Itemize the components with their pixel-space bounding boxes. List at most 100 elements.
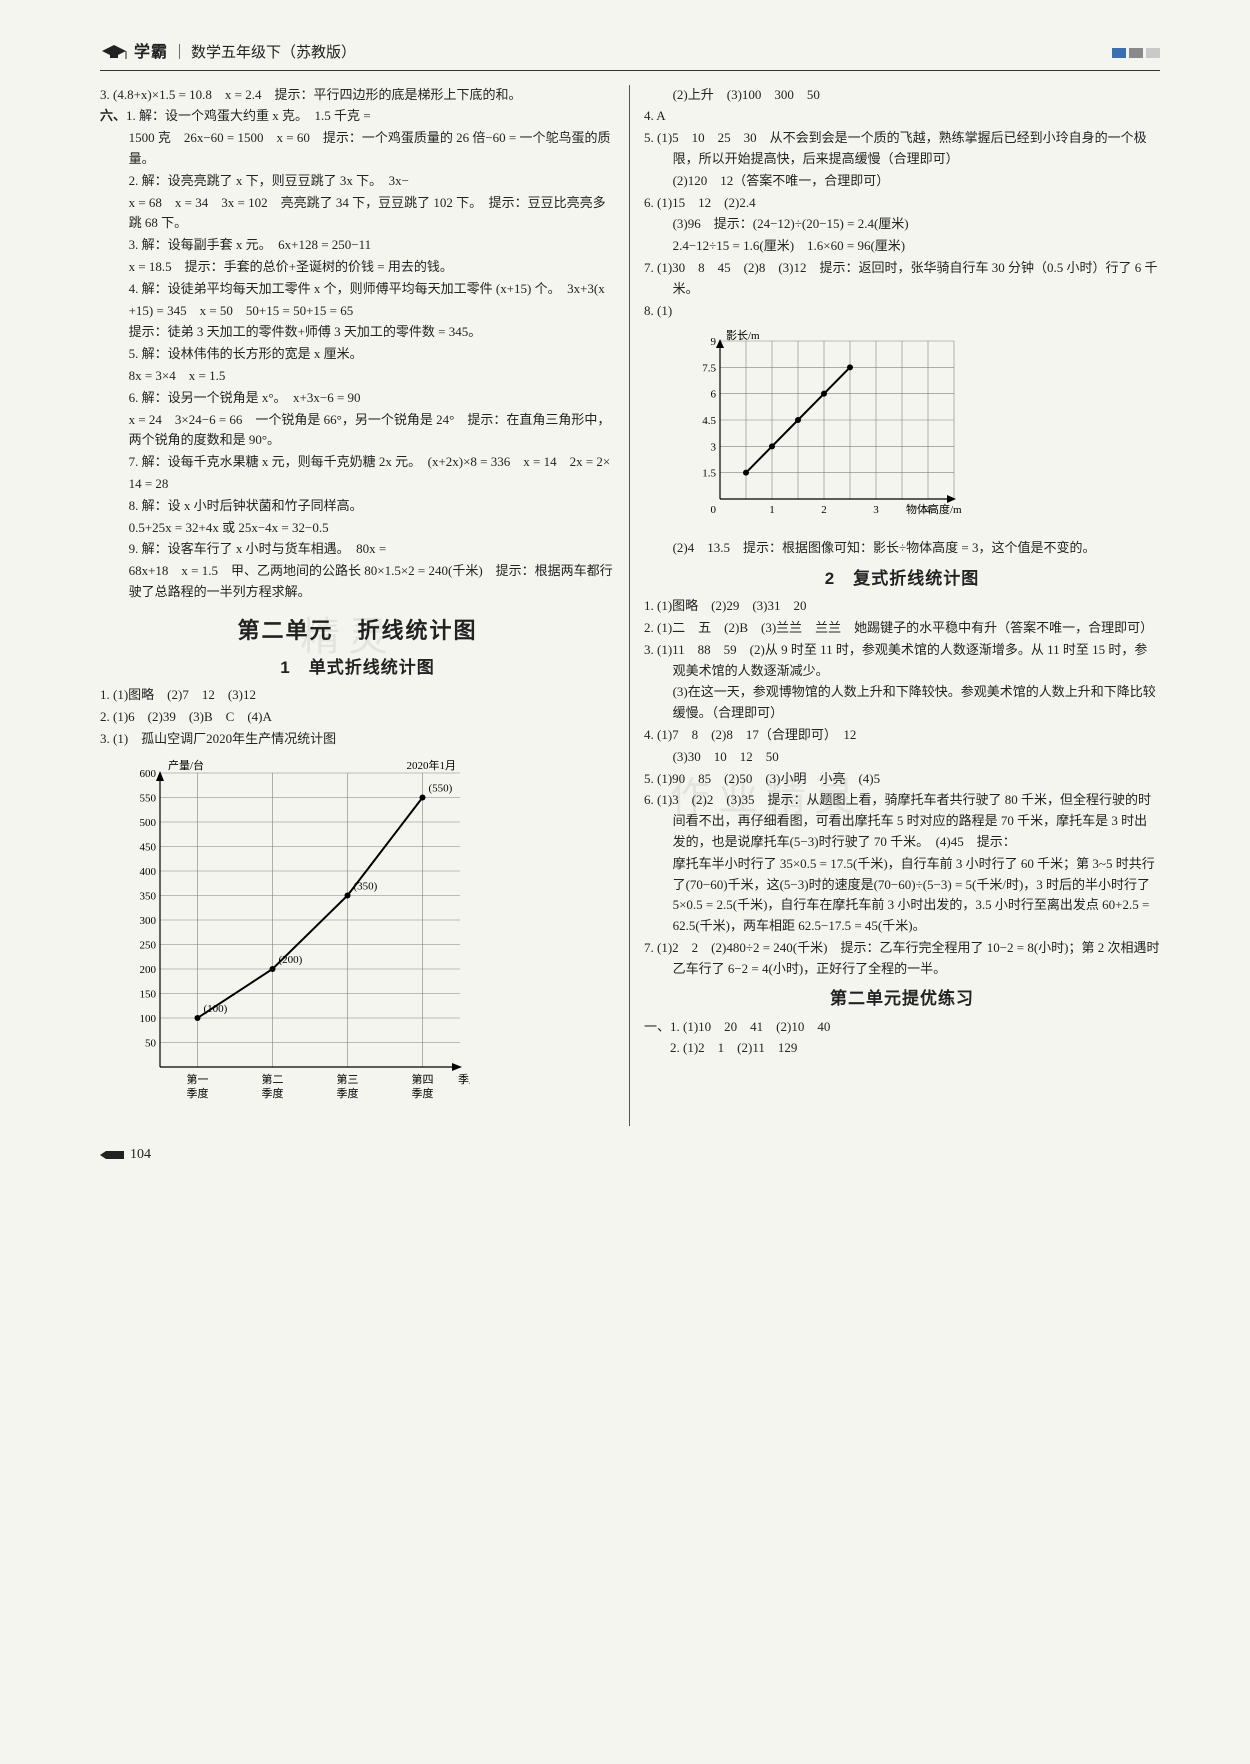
- svg-text:6: 6: [711, 389, 717, 401]
- svg-text:1: 1: [769, 504, 775, 516]
- svg-text:4.5: 4.5: [702, 415, 716, 427]
- svg-text:物体高度/m: 物体高度/m: [906, 502, 962, 516]
- section-title: 1 单式折线统计图: [100, 654, 615, 681]
- text-line: 8. (1): [644, 301, 1160, 322]
- text-line: 6. (1)3 (2)2 (3)35 提示：从题图上看，骑摩托车者共行驶了 80…: [644, 790, 1160, 852]
- text-line: 0.5+25x = 32+4x 或 25x−4x = 32−0.5: [100, 518, 615, 539]
- svg-text:250: 250: [140, 940, 157, 952]
- text-line: 3. (1)11 88 59 (2)从 9 时至 11 时，参观美术馆的人数逐渐…: [644, 640, 1160, 682]
- svg-text:0: 0: [711, 504, 717, 516]
- text-line: 3. (4.8+x)×1.5 = 10.8 x = 2.4 提示：平行四边形的底…: [100, 85, 615, 106]
- page-number: 104: [130, 1144, 151, 1166]
- svg-text:(350): (350): [354, 881, 378, 893]
- svg-text:600: 600: [140, 768, 157, 780]
- text-line: 4. 解：设徒弟平均每天加工零件 x 个，则师傅平均每天加工零件 (x+15) …: [100, 279, 615, 300]
- bar-1: [1112, 48, 1126, 58]
- text-line: x = 24 3×24−6 = 66 一个锐角是 66°，另一个锐角是 24° …: [100, 410, 615, 452]
- svg-text:季度: 季度: [412, 1086, 434, 1100]
- svg-text:季度: 季度: [187, 1086, 209, 1100]
- svg-text:400: 400: [140, 866, 157, 878]
- production-line-chart: 50 100 150 200 250 300 350 400 450 500 550 600 产量/台 2…: [110, 753, 470, 1113]
- right-column: (2)上升 (3)100 300 50 4. A 5. (1)5 10 25 3…: [630, 85, 1160, 1127]
- svg-text:200: 200: [140, 964, 157, 976]
- text-line: (2)4 13.5 提示：根据图像可知：影长÷物体高度 = 3，这个值是不变的。: [644, 538, 1160, 559]
- pencil-icon: [100, 1148, 124, 1162]
- text-line: 9. 解：设客车行了 x 小时与货车相遇。 80x =: [100, 539, 615, 560]
- svg-text:2: 2: [821, 504, 827, 516]
- text-line: 1. (1)图略 (2)7 12 (3)12: [100, 685, 615, 706]
- two-column-layout: 3. (4.8+x)×1.5 = 10.8 x = 2.4 提示：平行四边形的底…: [100, 85, 1160, 1127]
- unit-title: 第二单元 折线统计图: [100, 613, 615, 648]
- svg-text:50: 50: [145, 1038, 157, 1050]
- svg-text:季度: 季度: [337, 1086, 359, 1100]
- svg-text:(200): (200): [279, 954, 303, 966]
- text-line: 2. (1)2 1 (2)11 129: [644, 1038, 1160, 1059]
- svg-text:450: 450: [140, 842, 157, 854]
- text-line: 1500 克 26x−60 = 1500 x = 60 提示：一个鸡蛋质量的 2…: [100, 128, 615, 170]
- svg-text:第一: 第一: [187, 1072, 209, 1086]
- svg-text:350: 350: [140, 891, 157, 903]
- svg-text:7.5: 7.5: [702, 363, 716, 375]
- svg-text:第四: 第四: [412, 1072, 434, 1086]
- text-line: 2. 解：设亮亮跳了 x 下，则豆豆跳了 3x 下。 3x−: [100, 171, 615, 192]
- page-footer: 104: [100, 1144, 1160, 1166]
- text-line: 8. 解：设 x 小时后钟状菌和竹子同样高。: [100, 496, 615, 517]
- text: 8. (1): [644, 303, 672, 318]
- svg-text:3: 3: [873, 504, 879, 516]
- svg-text:第二: 第二: [262, 1072, 284, 1086]
- text-line: 6. (1)15 12 (2)2.4: [644, 193, 1160, 214]
- text: 1. 解：设一个鸡蛋大约重 x 克。 1.5 千克 =: [126, 108, 371, 123]
- text-line: 一、1. (1)10 20 41 (2)10 40: [644, 1017, 1160, 1038]
- left-column: 3. (4.8+x)×1.5 = 10.8 x = 2.4 提示：平行四边形的底…: [100, 85, 630, 1127]
- text-line: 3. (1) 孤山空调厂2020年生产情况统计图: [100, 729, 615, 750]
- text-line: (2)上升 (3)100 300 50: [644, 85, 1160, 106]
- text-line: 2. (1)6 (2)39 (3)B C (4)A: [100, 707, 615, 728]
- svg-text:500: 500: [140, 817, 157, 829]
- brand-text: 学霸: [134, 40, 168, 66]
- svg-text:(100): (100): [204, 1003, 228, 1015]
- svg-text:9: 9: [711, 336, 717, 348]
- svg-text:2020年1月: 2020年1月: [407, 758, 457, 772]
- text-line: 摩托车半小时行了 35×0.5 = 17.5(千米)，自行车前 3 小时行了 6…: [644, 854, 1160, 937]
- svg-text:产量/台: 产量/台: [168, 758, 204, 772]
- svg-text:1.5: 1.5: [702, 468, 716, 480]
- text-line: +15) = 345 x = 50 50+15 = 50+15 = 65: [100, 301, 615, 322]
- svg-text:100: 100: [140, 1013, 157, 1025]
- text-line: x = 18.5 提示：手套的总价+圣诞树的价钱 = 用去的钱。: [100, 257, 615, 278]
- chart-1-container: 50 100 150 200 250 300 350 400 450 500 550 600 产量/台 2…: [110, 753, 615, 1120]
- text-line: (3)在这一天，参观博物馆的人数上升和下降较快。参观美术馆的人数上升和下降比较缓…: [644, 682, 1160, 724]
- text-line: 4. A: [644, 106, 1160, 127]
- svg-text:550: 550: [140, 793, 157, 805]
- book-title: 数学五年级下（苏教版）: [191, 41, 356, 65]
- text-line: 5. (1)90 85 (2)50 (3)小明 小亮 (4)5: [644, 769, 1160, 790]
- svg-text:季度: 季度: [262, 1086, 284, 1100]
- header-sep: ｜: [172, 41, 187, 65]
- text-line: 7. (1)30 8 45 (2)8 (3)12 提示：返回时，张华骑自行车 3…: [644, 258, 1160, 300]
- text-line: 7. 解：设每千克水果糖 x 元，则每千克奶糖 2x 元。 (x+2x)×8 =…: [100, 452, 615, 473]
- text-line: 68x+18 x = 1.5 甲、乙两地间的公路长 80×1.5×2 = 240…: [100, 561, 615, 603]
- text-line: 4. (1)7 8 (2)8 17（合理即可） 12: [644, 725, 1160, 746]
- graduation-cap-icon: [100, 43, 128, 63]
- text-line: 2.4−12÷15 = 1.6(厘米) 1.6×60 = 96(厘米): [644, 236, 1160, 257]
- bar-2: [1129, 48, 1143, 58]
- text-line: 提示：徒弟 3 天加工的零件数+师傅 3 天加工的零件数 = 345。: [100, 322, 615, 343]
- section-title: 第二单元提优练习: [644, 985, 1160, 1012]
- text-line: 5. 解：设林伟伟的长方形的宽是 x 厘米。: [100, 344, 615, 365]
- chart-2-container: 1.534.567.591234影长/m物体高度/m0: [684, 325, 1160, 532]
- svg-text:150: 150: [140, 989, 157, 1001]
- shadow-length-line-chart: 1.534.567.591234影长/m物体高度/m0: [684, 325, 964, 525]
- section-title: 2 复式折线统计图: [644, 565, 1160, 592]
- text-line: 6. 解：设另一个锐角是 x°。 x+3x−6 = 90: [100, 388, 615, 409]
- text-line: 1. (1)图略 (2)29 (3)31 20: [644, 596, 1160, 617]
- text-line: 7. (1)2 2 (2)480÷2 = 240(千米) 提示：乙车行完全程用了…: [644, 938, 1160, 980]
- text-line: 六、1. 解：设一个鸡蛋大约重 x 克。 1.5 千克 =: [100, 106, 615, 127]
- svg-text:第三: 第三: [337, 1072, 359, 1086]
- text-line: 2. (1)二 五 (2)B (3)兰兰 兰兰 她踢键子的水平稳中有升（答案不唯…: [644, 618, 1160, 639]
- text-line: (3)30 10 12 50: [644, 747, 1160, 768]
- text-line: x = 68 x = 34 3x = 102 亮亮跳了 34 下，豆豆跳了 10…: [100, 193, 615, 235]
- text-line: 8x = 3×4 x = 1.5: [100, 366, 615, 387]
- svg-text:3: 3: [711, 442, 717, 454]
- svg-text:300: 300: [140, 915, 157, 927]
- text-line: 3. 解：设每副手套 x 元。 6x+128 = 250−11: [100, 235, 615, 256]
- page-header: 学霸 ｜ 数学五年级下（苏教版）: [100, 40, 1160, 71]
